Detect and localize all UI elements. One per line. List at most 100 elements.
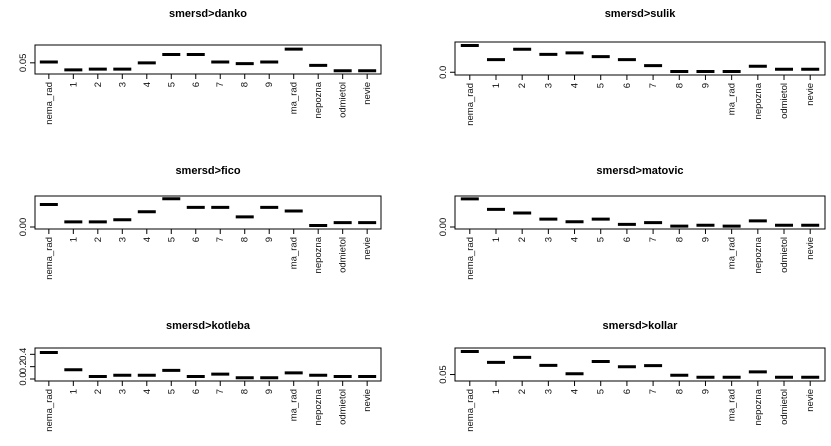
x-tick-label: 7 xyxy=(648,83,659,88)
panel-smersd-fico: smersd>fico 0.00 nema_rad 1 2 3 4 5 6 7 8 9 ma_rad ne… xyxy=(18,165,382,280)
panel-title: smersd>matovic xyxy=(596,165,683,177)
y-tick-label: 0.0 xyxy=(438,66,449,79)
panel-smersd-kollar: smersd>kollar 0.05 nema_rad 1 2 3 4 5 6 7 8 9 ma_rad… xyxy=(438,320,826,432)
panel-title: smersd>kotleba xyxy=(166,320,251,332)
x-tick-label: 3 xyxy=(117,389,128,394)
y-tick-label: 0.0 xyxy=(18,372,29,385)
x-tick-label: 2 xyxy=(517,237,528,242)
x-tick-label: 9 xyxy=(700,389,711,394)
x-tick-label: 4 xyxy=(142,82,153,87)
x-tick-label: nepozna xyxy=(753,82,764,119)
x-tick-label: 9 xyxy=(700,237,711,242)
x-tick-label: 8 xyxy=(674,237,685,242)
panel-smersd-matovic: smersd>matovic 0.00 nema_rad 1 2 3 4 5 6 7 8 9 ma_ra… xyxy=(438,165,826,280)
x-tick-label: nepozna xyxy=(313,388,324,425)
x-tick-label: 2 xyxy=(93,389,104,394)
plot-frame xyxy=(454,41,826,76)
x-tick-label: 8 xyxy=(240,82,251,87)
x-tick-label: 3 xyxy=(543,83,554,88)
x-tick-label: nevie xyxy=(362,82,373,105)
panel-title: smersd>fico xyxy=(175,165,240,177)
x-tick-label: 6 xyxy=(622,83,633,88)
x-tick-label: 7 xyxy=(215,82,226,87)
x-tick-label: nema_rad xyxy=(465,389,476,432)
x-tick-label: ma_rad xyxy=(727,83,738,115)
x-tick-label: 9 xyxy=(264,82,275,87)
x-tick-label: nepozna xyxy=(313,236,324,273)
x-tick-label: nema_rad xyxy=(44,82,55,125)
y-tick-label: 0.00 xyxy=(438,218,449,237)
x-tick-label: nema_rad xyxy=(465,237,476,280)
x-tick-label: nevie xyxy=(805,237,816,260)
x-tick-label: 5 xyxy=(596,83,607,88)
x-tick-label: nepozna xyxy=(753,388,764,425)
x-tick-label: nema_rad xyxy=(44,237,55,280)
x-tick-label: 2 xyxy=(517,83,528,88)
x-tick-label: nevie xyxy=(362,237,373,260)
x-tick-label: nema_rad xyxy=(465,83,476,126)
x-tick-label: odmietol xyxy=(338,82,349,118)
x-tick-label: 2 xyxy=(517,389,528,394)
panel-title: smersd>kollar xyxy=(603,320,679,332)
x-tick-label: 6 xyxy=(191,237,202,242)
x-tick-label: 8 xyxy=(240,237,251,242)
x-tick-label: 4 xyxy=(570,237,581,242)
x-tick-label: ma_rad xyxy=(727,237,738,269)
x-tick-label: nevie xyxy=(805,83,816,106)
panel-smersd-kotleba: smersd>kotleba 0.00.20.4 nema_rad 1 2 3 4 5 6 7 8 9… xyxy=(18,320,382,432)
x-tick-label: 3 xyxy=(543,237,554,242)
x-tick-label: 2 xyxy=(93,82,104,87)
x-tick-label: 5 xyxy=(596,237,607,242)
x-tick-label: nepozna xyxy=(753,236,764,273)
x-tick-label: 8 xyxy=(674,389,685,394)
y-tick-label: 0.4 xyxy=(18,348,29,361)
x-tick-label: 1 xyxy=(68,389,79,394)
panel-smersd-danko: smersd>danko 0.05 nema_rad 1 2 3 4 5 6 7 8 9 ma_rad n… xyxy=(18,8,382,125)
x-tick-label: 5 xyxy=(596,389,607,394)
x-tick-label: odmietol xyxy=(338,237,349,273)
x-tick-label: nevie xyxy=(362,389,373,412)
x-tick-label: 8 xyxy=(674,83,685,88)
x-tick-label: 4 xyxy=(570,389,581,394)
x-tick-label: 1 xyxy=(491,83,502,88)
x-tick-label: 1 xyxy=(68,82,79,87)
x-tick-label: 7 xyxy=(648,389,659,394)
x-tick-label: 6 xyxy=(622,237,633,242)
panel-title: smersd>danko xyxy=(169,8,247,20)
x-tick-label: ma_rad xyxy=(727,389,738,421)
x-tick-label: 5 xyxy=(166,82,177,87)
x-tick-label: ma_rad xyxy=(289,237,300,269)
plot-frame xyxy=(34,44,382,75)
x-tick-label: 7 xyxy=(215,389,226,394)
x-tick-label: 6 xyxy=(622,389,633,394)
x-tick-label: 9 xyxy=(264,389,275,394)
x-tick-label: 3 xyxy=(543,389,554,394)
plot-frame xyxy=(454,195,826,230)
y-tick-label: 0.2 xyxy=(18,360,29,373)
panel-title: smersd>sulik xyxy=(605,8,677,20)
x-tick-label: 4 xyxy=(142,237,153,242)
x-tick-label: 2 xyxy=(93,237,104,242)
x-tick-label: ma_rad xyxy=(289,389,300,421)
x-tick-label: odmietol xyxy=(779,237,790,273)
x-tick-label: 7 xyxy=(648,237,659,242)
plot-frame xyxy=(34,195,382,230)
x-tick-label: 3 xyxy=(117,82,128,87)
x-tick-label: ma_rad xyxy=(289,82,300,114)
x-tick-label: 1 xyxy=(491,389,502,394)
x-tick-label: 4 xyxy=(142,389,153,394)
x-tick-label: nevie xyxy=(805,389,816,412)
x-tick-label: 5 xyxy=(166,389,177,394)
x-tick-label: 8 xyxy=(240,389,251,394)
x-tick-label: 1 xyxy=(68,237,79,242)
x-tick-label: odmietol xyxy=(779,83,790,119)
x-tick-label: 5 xyxy=(166,237,177,242)
y-tick-label: 0.05 xyxy=(438,365,449,384)
plot-frame xyxy=(454,347,826,382)
x-tick-label: 1 xyxy=(491,237,502,242)
y-tick-label: 0.00 xyxy=(18,218,29,237)
y-tick-label: 0.05 xyxy=(18,54,29,72)
panel-smersd-sulik: smersd>sulik 0.0 nema_rad 1 2 3 4 5 6 7 8 9 ma_rad ne… xyxy=(438,8,826,126)
x-tick-label: 9 xyxy=(264,237,275,242)
